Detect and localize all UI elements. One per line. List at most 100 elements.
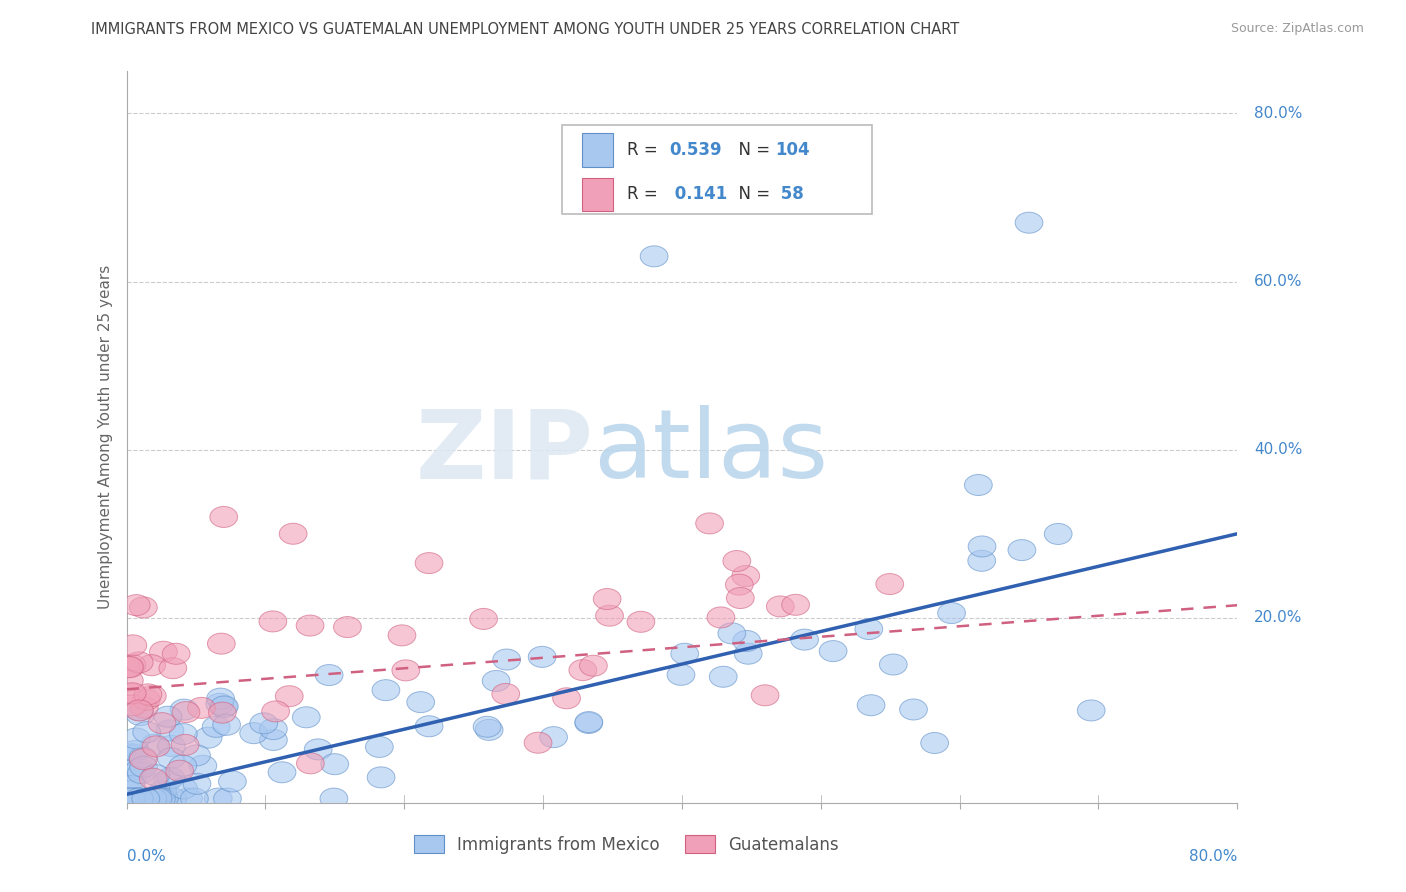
Ellipse shape [596,605,623,626]
Ellipse shape [127,705,155,725]
Ellipse shape [627,611,655,632]
Y-axis label: Unemployment Among Youth under 25 years: Unemployment Among Youth under 25 years [97,265,112,609]
Ellipse shape [205,693,233,714]
Ellipse shape [367,767,395,788]
Ellipse shape [115,789,143,809]
Ellipse shape [725,574,754,595]
Ellipse shape [118,655,146,675]
Ellipse shape [333,616,361,638]
Ellipse shape [155,706,181,727]
Ellipse shape [115,670,143,691]
Ellipse shape [115,657,143,678]
Ellipse shape [211,696,238,717]
Ellipse shape [125,652,153,673]
Ellipse shape [118,682,146,704]
Text: ZIP: ZIP [415,405,593,499]
Ellipse shape [820,640,846,662]
Ellipse shape [575,712,603,732]
Ellipse shape [129,597,157,618]
Text: R =: R = [627,186,664,203]
Ellipse shape [132,789,160,809]
Ellipse shape [855,618,883,640]
Ellipse shape [145,789,172,809]
Text: 58: 58 [775,186,803,203]
Ellipse shape [115,789,143,809]
Ellipse shape [260,730,287,750]
Ellipse shape [180,789,208,809]
Ellipse shape [115,745,143,765]
Ellipse shape [149,780,176,802]
Ellipse shape [129,748,157,770]
Ellipse shape [153,770,181,791]
Text: N =: N = [728,186,776,203]
Ellipse shape [415,715,443,737]
Ellipse shape [166,760,194,781]
Ellipse shape [766,596,794,617]
Ellipse shape [415,553,443,574]
Text: 20.0%: 20.0% [1254,610,1302,625]
Ellipse shape [280,524,307,544]
Ellipse shape [174,789,202,809]
Ellipse shape [132,789,160,809]
Ellipse shape [139,768,167,789]
Ellipse shape [172,734,200,756]
Ellipse shape [183,745,211,766]
Ellipse shape [157,735,186,756]
Ellipse shape [117,789,145,809]
Ellipse shape [128,763,155,783]
Ellipse shape [529,647,555,667]
Text: R =: R = [627,141,664,159]
Ellipse shape [156,720,184,741]
Ellipse shape [262,701,290,722]
Ellipse shape [392,660,419,681]
Ellipse shape [169,723,197,745]
Ellipse shape [921,732,949,754]
Ellipse shape [207,688,235,709]
Ellipse shape [194,727,222,748]
Ellipse shape [122,788,150,809]
Ellipse shape [406,691,434,713]
Ellipse shape [115,657,143,678]
Ellipse shape [115,781,143,803]
Ellipse shape [214,789,242,809]
Ellipse shape [117,775,145,797]
Ellipse shape [118,760,146,780]
Ellipse shape [172,702,200,723]
Ellipse shape [148,789,176,809]
Text: IMMIGRANTS FROM MEXICO VS GUATEMALAN UNEMPLOYMENT AMONG YOUTH UNDER 25 YEARS COR: IMMIGRANTS FROM MEXICO VS GUATEMALAN UNE… [91,22,960,37]
Ellipse shape [276,686,304,706]
Ellipse shape [579,656,607,676]
Ellipse shape [482,671,510,691]
Ellipse shape [118,683,146,705]
Ellipse shape [297,615,323,636]
Ellipse shape [492,649,520,670]
Ellipse shape [751,685,779,706]
Ellipse shape [150,788,177,809]
Ellipse shape [524,732,553,753]
Ellipse shape [727,588,754,608]
Ellipse shape [120,635,146,656]
Text: 80.0%: 80.0% [1254,106,1302,121]
Ellipse shape [170,778,197,799]
Ellipse shape [733,566,759,587]
Text: 104: 104 [775,141,810,159]
Ellipse shape [782,594,810,615]
Ellipse shape [159,789,187,809]
Ellipse shape [879,654,907,675]
Ellipse shape [149,641,177,662]
Ellipse shape [593,589,621,609]
Ellipse shape [212,714,240,735]
Ellipse shape [162,643,190,665]
Ellipse shape [366,737,394,757]
Ellipse shape [723,550,751,572]
Ellipse shape [553,688,581,709]
Ellipse shape [118,769,146,790]
Text: Source: ZipAtlas.com: Source: ZipAtlas.com [1230,22,1364,36]
Ellipse shape [121,740,149,762]
Ellipse shape [292,706,321,728]
Ellipse shape [969,536,995,557]
Ellipse shape [321,754,349,774]
Ellipse shape [707,607,735,628]
Ellipse shape [142,736,170,757]
Ellipse shape [208,633,235,654]
